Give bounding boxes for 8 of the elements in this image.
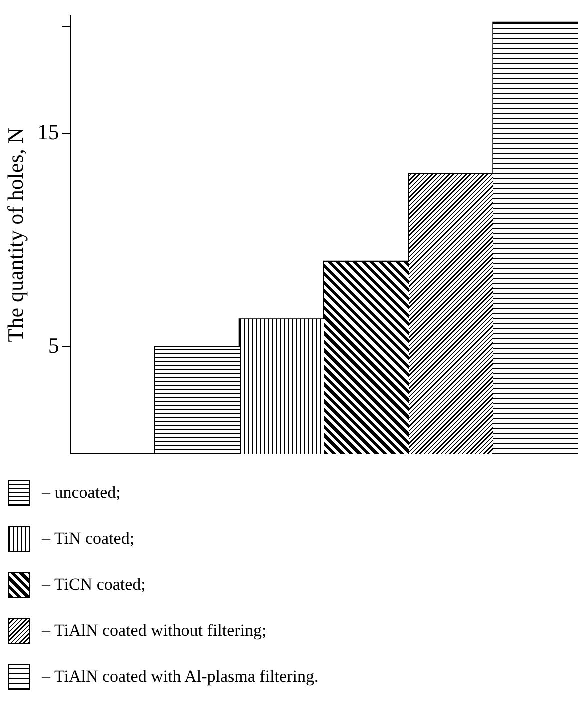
y-tick-label: 15 [37,119,60,144]
legend-label: – TiAlN coated without filtering; [42,621,267,641]
legend-label: – TiAlN coated with Al-plasma filtering. [42,667,319,687]
y-axis-title: The quantity of holes, N [2,128,28,342]
legend-label: – TiCN coated; [42,575,146,595]
legend-label: – uncoated; [42,483,121,503]
legend-label: – TiN coated; [42,529,135,549]
y-tick-label: 5 [48,332,60,358]
